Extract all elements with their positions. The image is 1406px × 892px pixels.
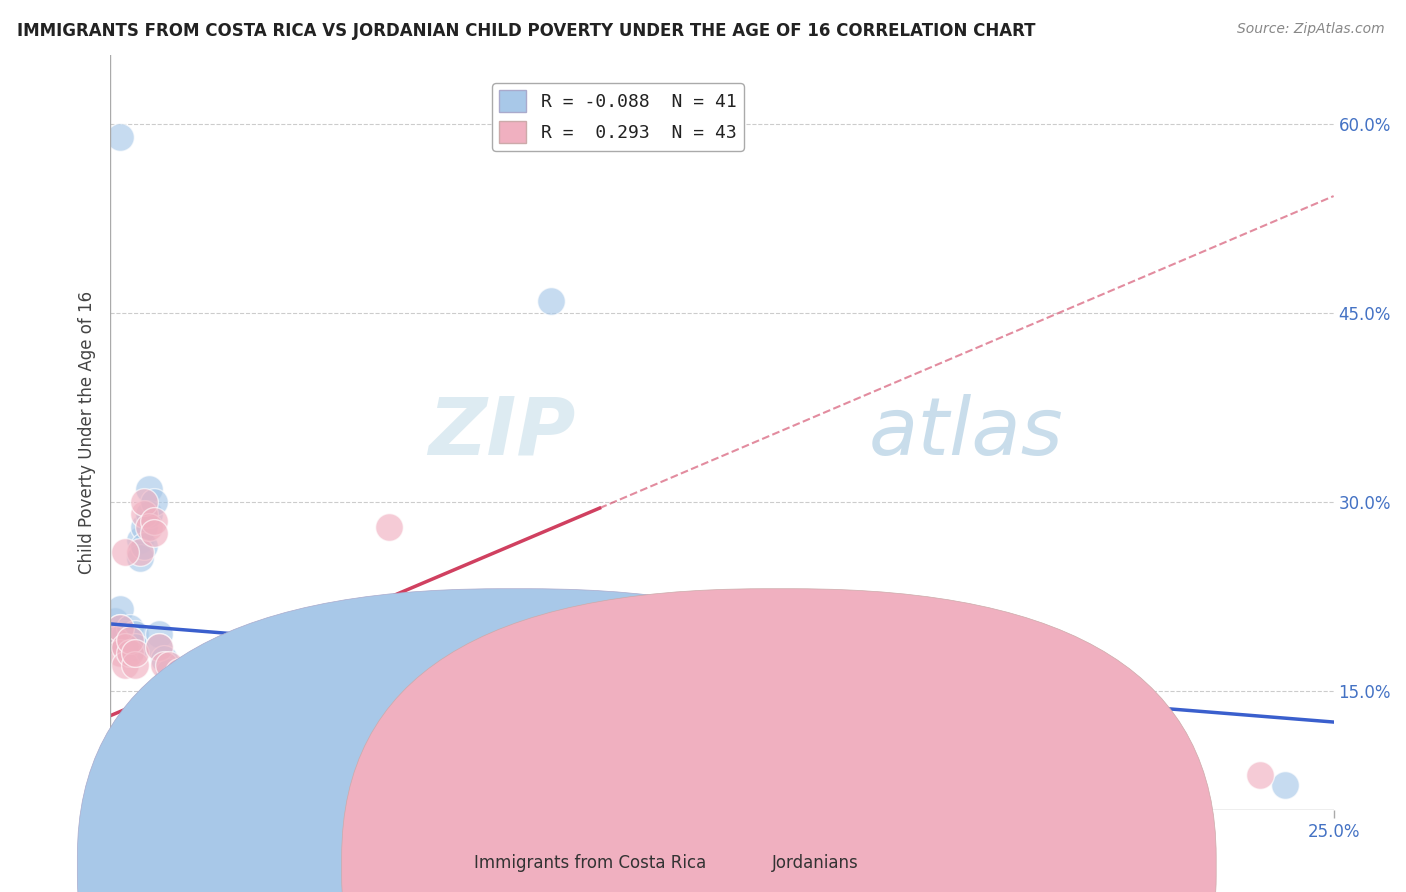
Point <box>157 658 180 673</box>
Point <box>143 526 166 541</box>
Point <box>124 627 146 641</box>
Point <box>1274 778 1296 792</box>
Point <box>104 615 127 629</box>
Point <box>134 495 156 509</box>
Point <box>173 683 195 698</box>
Point <box>191 671 214 685</box>
Point <box>128 551 150 566</box>
Point <box>246 690 269 704</box>
Point <box>319 708 342 723</box>
Point <box>118 646 141 660</box>
Point <box>540 293 562 308</box>
Point <box>207 690 229 704</box>
Point <box>441 753 464 767</box>
Point <box>163 671 186 685</box>
Point <box>104 627 127 641</box>
Point <box>177 665 200 679</box>
Point <box>128 545 150 559</box>
Point <box>138 508 160 522</box>
Point <box>167 677 190 691</box>
Point <box>153 658 176 673</box>
Point <box>378 520 401 534</box>
Point <box>236 683 259 698</box>
Point <box>221 683 243 698</box>
Point <box>114 658 136 673</box>
Point <box>343 690 366 704</box>
Point <box>1004 772 1026 786</box>
Point <box>148 640 170 654</box>
Point <box>148 627 170 641</box>
Point <box>759 759 782 773</box>
Point <box>134 520 156 534</box>
Point <box>118 621 141 635</box>
Point <box>148 640 170 654</box>
Y-axis label: Child Poverty Under the Age of 16: Child Poverty Under the Age of 16 <box>79 291 96 574</box>
Point <box>108 621 131 635</box>
Point <box>114 627 136 641</box>
Point <box>108 646 131 660</box>
Point <box>163 671 186 685</box>
Point <box>187 690 209 704</box>
Text: Source: ZipAtlas.com: Source: ZipAtlas.com <box>1237 22 1385 37</box>
Point <box>270 671 292 685</box>
Point <box>143 514 166 528</box>
Point <box>1249 768 1271 782</box>
Point <box>138 520 160 534</box>
Text: atlas: atlas <box>869 393 1063 472</box>
Text: IMMIGRANTS FROM COSTA RICA VS JORDANIAN CHILD POVERTY UNDER THE AGE OF 16 CORREL: IMMIGRANTS FROM COSTA RICA VS JORDANIAN … <box>17 22 1035 40</box>
Text: ZIP: ZIP <box>427 393 575 472</box>
Point <box>735 753 758 767</box>
Point <box>207 690 229 704</box>
Point <box>114 545 136 559</box>
Point <box>124 640 146 654</box>
Point <box>197 683 219 698</box>
Point <box>138 482 160 496</box>
Legend: R = -0.088  N = 41, R =  0.293  N = 43: R = -0.088 N = 41, R = 0.293 N = 43 <box>492 83 744 151</box>
Point <box>187 665 209 679</box>
Point <box>173 683 195 698</box>
Point <box>108 602 131 616</box>
Point <box>246 677 269 691</box>
Point <box>270 714 292 729</box>
Point <box>114 640 136 654</box>
Text: Jordanians: Jordanians <box>772 855 859 872</box>
Point <box>343 753 366 767</box>
Point <box>118 633 141 648</box>
Point <box>221 683 243 698</box>
Text: Immigrants from Costa Rica: Immigrants from Costa Rica <box>474 855 707 872</box>
Point <box>540 759 562 773</box>
Point <box>295 722 318 736</box>
Point <box>197 696 219 710</box>
Point <box>177 671 200 685</box>
Point <box>108 130 131 145</box>
Point <box>124 658 146 673</box>
Point <box>114 640 136 654</box>
Point <box>134 539 156 553</box>
Point <box>392 759 415 773</box>
Point <box>319 677 342 691</box>
Point <box>108 621 131 635</box>
Point <box>418 753 440 767</box>
Point <box>441 683 464 698</box>
Point <box>134 508 156 522</box>
Point <box>153 652 176 666</box>
Point <box>832 759 855 773</box>
Point <box>118 633 141 648</box>
Point <box>832 708 855 723</box>
Point <box>167 665 190 679</box>
Point <box>143 495 166 509</box>
Point <box>104 633 127 648</box>
Point <box>295 683 318 698</box>
Point <box>128 533 150 547</box>
Point <box>157 665 180 679</box>
Point <box>124 646 146 660</box>
Point <box>686 627 709 641</box>
